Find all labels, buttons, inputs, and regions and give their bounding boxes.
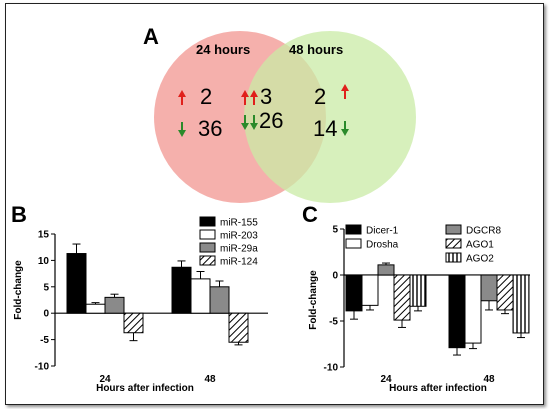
venn-diagram: A 24 hours 48 hours 2 36 3 26 2 14: [143, 24, 416, 203]
panel-b-letter: B: [11, 202, 27, 227]
legend-label: DGCR8: [466, 226, 501, 237]
y-tick-label: 0: [332, 271, 338, 282]
x-tick-label: 48: [483, 374, 495, 385]
legend-swatch: [345, 224, 362, 235]
venn-overlap-down-count: 26: [259, 108, 283, 133]
down-arrow-icon: [341, 121, 349, 136]
legend-swatch: [199, 242, 216, 253]
bar: [171, 266, 192, 314]
venn-right-down-count: 14: [313, 116, 337, 141]
bar: [190, 278, 211, 314]
legend-label: miR-203: [220, 231, 258, 242]
x-tick-label: 48: [204, 374, 216, 385]
legend-swatch: [199, 216, 216, 227]
down-arrow-icon: [250, 115, 258, 130]
y-tick-label: -5: [40, 335, 49, 346]
bar: [361, 274, 379, 306]
chart-b-xlabel: Hours after infection: [96, 383, 194, 394]
venn-left-up-count: 2: [200, 84, 212, 109]
bar: [85, 303, 106, 314]
down-arrow-icon: [178, 122, 186, 137]
chart-c-ylabel: Fold-change: [308, 270, 319, 330]
venn-left-down-count: 36: [198, 116, 222, 141]
legend-label: miR-155: [220, 218, 258, 229]
legend-label: AGO2: [466, 254, 494, 265]
up-arrow-icon: [178, 90, 186, 105]
legend-label: Dicer-1: [366, 226, 399, 237]
bar: [448, 274, 466, 349]
up-arrow-icon: [241, 90, 249, 105]
up-arrow-icon: [341, 84, 349, 99]
venn-right-title: 48 hours: [289, 42, 343, 57]
y-tick-label: -10: [324, 363, 339, 374]
legend-label: Drosha: [366, 240, 399, 251]
bar: [512, 274, 530, 334]
bar: [228, 312, 249, 343]
legend-swatch: [445, 224, 462, 235]
bar: [123, 312, 144, 334]
legend-label: miR-124: [220, 257, 258, 268]
venn-overlap-up-count: 3: [260, 84, 272, 109]
bar: [496, 274, 514, 311]
panel-c-letter: C: [302, 202, 318, 227]
panel-a-letter: A: [143, 24, 159, 49]
legend-swatch: [199, 229, 216, 240]
y-tick-label: 15: [38, 230, 50, 241]
bar: [66, 253, 87, 314]
venn-left-title: 24 hours: [196, 42, 250, 57]
bar: [377, 264, 395, 276]
legend-swatch: [199, 255, 216, 266]
legend-swatch: [445, 252, 462, 263]
legend-swatch: [445, 238, 462, 249]
y-tick-label: 5: [332, 225, 338, 236]
chart-b: B Fold-change Hours after infection -10 -…: [11, 202, 268, 394]
x-tick-label: 24: [380, 374, 392, 385]
y-tick-label: 5: [43, 282, 49, 293]
legend-label: AGO1: [466, 240, 494, 251]
bar: [464, 274, 482, 344]
venn-right-up-count: 2: [314, 84, 326, 109]
up-arrow-icon: [250, 90, 258, 105]
legend-swatch: [345, 238, 362, 249]
venn-right-circle: [244, 31, 416, 203]
y-tick-label: 10: [38, 256, 50, 267]
chart-c-xlabel: Hours after infection: [389, 383, 487, 394]
y-tick-label: 0: [43, 309, 49, 320]
chart-b-ylabel: Fold-change: [13, 260, 24, 320]
down-arrow-icon: [241, 115, 249, 130]
bar: [393, 274, 411, 321]
y-tick-label: -10: [35, 362, 50, 373]
bar: [345, 274, 363, 312]
bar: [480, 274, 498, 302]
x-tick-label: 24: [99, 374, 111, 385]
bar: [409, 274, 427, 307]
legend-label: miR-29a: [220, 244, 258, 255]
chart-c: C Fold-change Hours after infection -10 -…: [302, 202, 530, 394]
bar: [104, 296, 125, 314]
bar: [209, 286, 230, 314]
y-tick-label: -5: [329, 317, 338, 328]
